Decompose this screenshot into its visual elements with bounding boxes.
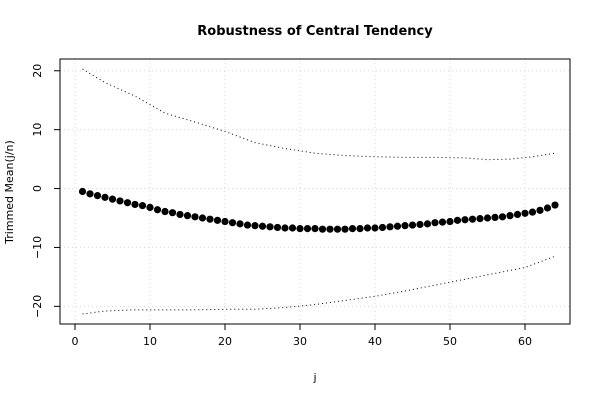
data-point xyxy=(348,225,357,233)
y-tick-label: 0 xyxy=(31,185,44,192)
data-point xyxy=(176,210,184,219)
data-point xyxy=(551,201,559,209)
data-point xyxy=(356,225,364,233)
x-axis: 0 10 20 30 40 50 60 xyxy=(72,324,532,348)
data-point xyxy=(491,213,499,222)
x-tick-label: 30 xyxy=(293,335,307,348)
data-point xyxy=(431,219,439,227)
grid-layer xyxy=(60,59,570,324)
data-point xyxy=(168,209,177,217)
data-point xyxy=(498,213,507,221)
data-point xyxy=(506,212,514,220)
data-point xyxy=(86,190,94,198)
lower-band-line xyxy=(82,255,556,315)
y-tick-label: 20 xyxy=(31,64,44,78)
y-tick-label: −10 xyxy=(31,236,44,259)
data-point xyxy=(423,220,432,228)
data-point xyxy=(101,193,109,201)
point-layer xyxy=(78,187,559,233)
data-point xyxy=(93,192,102,200)
plot-frame xyxy=(59,58,571,325)
data-point xyxy=(513,210,522,219)
x-tick-label: 60 xyxy=(518,335,532,348)
data-point xyxy=(371,224,379,232)
data-point xyxy=(446,217,454,226)
data-point xyxy=(213,216,222,224)
upper-band-line xyxy=(82,68,556,161)
data-point xyxy=(438,218,447,226)
x-axis-label: j xyxy=(312,371,316,384)
data-point xyxy=(206,215,214,223)
x-tick-label: 0 xyxy=(72,335,79,348)
data-point xyxy=(116,197,124,205)
data-point xyxy=(131,200,139,209)
data-point xyxy=(296,225,304,233)
data-point xyxy=(221,217,229,226)
data-point xyxy=(521,209,529,217)
data-point xyxy=(266,223,274,231)
data-point xyxy=(78,187,87,196)
data-point xyxy=(138,202,147,210)
y-axis-label: Trimmed Mean(j/n) xyxy=(3,140,16,245)
data-point xyxy=(401,222,409,230)
data-point xyxy=(228,219,237,227)
data-point xyxy=(468,215,477,223)
data-point xyxy=(311,225,319,233)
data-point xyxy=(303,225,312,233)
data-point xyxy=(536,206,544,214)
data-point xyxy=(191,213,199,221)
y-tick-label: 10 xyxy=(31,123,44,137)
data-point xyxy=(153,206,162,214)
x-tick-label: 10 xyxy=(143,335,157,348)
data-point xyxy=(281,224,289,232)
x-tick-label: 50 xyxy=(443,335,457,348)
band-layer xyxy=(82,68,556,315)
data-point xyxy=(318,225,327,233)
data-point xyxy=(408,221,417,229)
data-point xyxy=(543,204,552,212)
data-point xyxy=(341,225,349,233)
data-point xyxy=(183,212,192,220)
data-point xyxy=(123,199,132,207)
data-point xyxy=(273,223,282,232)
data-point xyxy=(528,208,537,216)
y-tick-label: −20 xyxy=(31,295,44,318)
data-point xyxy=(251,222,259,230)
chart-title: Robustness of Central Tendency xyxy=(197,24,433,39)
data-point xyxy=(243,221,252,229)
data-point xyxy=(483,214,492,222)
data-point xyxy=(236,220,244,228)
x-tick-label: 40 xyxy=(368,335,382,348)
data-point xyxy=(386,223,394,231)
data-point xyxy=(161,207,169,216)
data-point xyxy=(288,224,297,232)
data-point xyxy=(453,216,462,224)
data-point xyxy=(333,225,342,233)
data-point xyxy=(146,203,154,211)
x-tick-label: 20 xyxy=(218,335,232,348)
data-point xyxy=(461,216,469,224)
data-point xyxy=(393,222,402,230)
data-point xyxy=(378,223,387,232)
data-point xyxy=(416,220,424,229)
data-point xyxy=(476,214,484,223)
data-point xyxy=(363,224,372,232)
data-point xyxy=(326,225,334,233)
data-point xyxy=(198,214,207,222)
data-point xyxy=(258,222,267,230)
data-point xyxy=(108,195,117,203)
y-axis: −20 −10 0 10 20 xyxy=(31,64,60,318)
